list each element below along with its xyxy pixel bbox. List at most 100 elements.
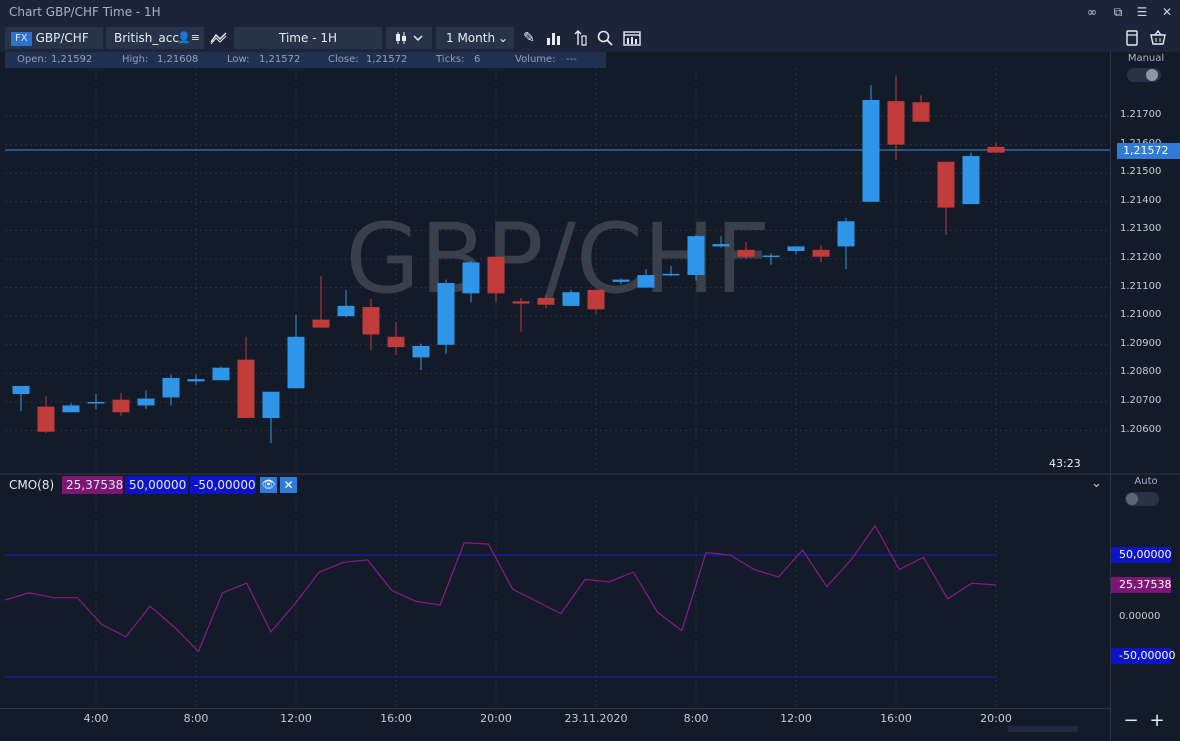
candle [37, 396, 55, 433]
time-axis-label: 16:00 [380, 712, 412, 725]
close-indicator-icon[interactable]: ✕ [280, 477, 297, 493]
zero-label: 0.00000 [1119, 611, 1161, 622]
indicator-name: CMO(8) [9, 478, 55, 492]
collapse-pane-chevron-icon[interactable]: ⌄ [1091, 476, 1102, 491]
zoom-out-icon[interactable]: − [1123, 710, 1139, 731]
indicator-axis[interactable]: Auto 50,00000 25,37538 0.00000 -50,00000 [1110, 475, 1180, 708]
ticks-label: Ticks: [436, 54, 465, 65]
indicator-axis-mode-label: Auto [1134, 476, 1158, 487]
candle-body [987, 146, 1005, 153]
candle-body [587, 289, 605, 310]
chart-template-icon[interactable] [621, 27, 643, 49]
candle [337, 289, 355, 318]
chart-style-selector[interactable] [386, 27, 432, 49]
time-axis-label: 12:00 [280, 712, 312, 725]
close-icon[interactable]: ✕ [1161, 5, 1173, 19]
candle-body [237, 359, 255, 419]
candle [612, 278, 630, 285]
indicator-value: 25,37538 [62, 476, 123, 494]
candle-body [87, 402, 105, 404]
candle-body [937, 161, 955, 208]
price-axis-label: 1.20900 [1120, 337, 1162, 349]
price-axis-label: 1.20700 [1120, 395, 1162, 406]
upper-level-tag: 50,00000 [1111, 547, 1172, 563]
ohlc-info-bar: Open: 1,21592 High: 1,21608 Low: 1,21572… [5, 52, 606, 68]
symbol-label: GBP/CHF [35, 31, 89, 45]
account-label: British_acc [114, 31, 179, 45]
title-bar: Chart GBP/CHF Time - 1H ∞ ⧉ ☰ ✕ [0, 0, 1180, 25]
mobile-layout-icon[interactable] [1121, 27, 1143, 49]
account-selector[interactable]: British_acc 👤≡ [106, 27, 204, 49]
candle-body [137, 398, 155, 406]
detach-icon[interactable]: ⧉ [1113, 5, 1123, 19]
candle [737, 241, 755, 259]
chart-type-line-icon[interactable] [208, 27, 230, 49]
price-axis-label: 1.20800 [1120, 366, 1162, 378]
candle [712, 236, 730, 248]
volume-value: --- [566, 54, 577, 65]
time-scrollbar[interactable] [1008, 726, 1078, 732]
price-axis-label: 1.21400 [1120, 194, 1162, 206]
candle-body [187, 379, 205, 382]
time-axis-label: 20:00 [480, 712, 512, 725]
candle-body [712, 244, 730, 247]
candle [87, 393, 105, 409]
price-axis[interactable]: Manual 1.217001.216001.215001.214001.213… [1110, 52, 1180, 473]
candle [237, 336, 255, 419]
candlestick-icon [396, 32, 423, 44]
candle-body [737, 249, 755, 257]
candle-body [262, 391, 280, 419]
candle-body [512, 301, 530, 304]
candle-body [612, 279, 630, 282]
candle [962, 152, 980, 205]
price-axis-label: 1.21000 [1120, 309, 1162, 321]
search-icon[interactable] [594, 27, 616, 49]
account-users-icon: 👤≡ [177, 31, 200, 44]
range-selector[interactable]: 1 Month ⌄ [436, 27, 514, 49]
basket-icon[interactable] [1147, 27, 1169, 49]
manual-scale-toggle[interactable] [1127, 68, 1161, 82]
auto-scale-toggle[interactable] [1125, 492, 1159, 506]
upper-level-value: 50,00000 [125, 476, 188, 494]
price-axis-label: 1.21500 [1120, 166, 1162, 178]
time-axis[interactable] [0, 708, 1110, 741]
menu-icon[interactable]: ☰ [1136, 5, 1148, 19]
candle [987, 142, 1005, 153]
candle-body [687, 236, 705, 276]
candle [312, 276, 330, 328]
candle-body [912, 102, 930, 122]
bar-countdown: 43:23 [1049, 457, 1081, 470]
candle [862, 85, 880, 202]
lower-level-tag: -50,00000 [1111, 648, 1175, 664]
candle-body [37, 406, 55, 432]
link-icon[interactable]: ∞ [1087, 5, 1097, 19]
order-ticket-icon[interactable] [569, 27, 591, 49]
candle-body [412, 345, 430, 358]
chart-toolbar: FX GBP/CHF British_acc 👤≡ Time - 1H 1 Mon… [0, 25, 1180, 52]
candle-body [787, 246, 805, 251]
price-axis-label: 1.21700 [1120, 109, 1162, 120]
open-label: Open: [17, 54, 48, 65]
candle-body [487, 256, 505, 294]
price-chart[interactable]: GBP/CHF [0, 68, 1110, 473]
candle-body [162, 377, 180, 398]
candle [62, 403, 80, 413]
candle-body [387, 336, 405, 348]
lower-level-value: -50,00000 [190, 476, 256, 494]
cmo-indicator-chart[interactable] [0, 495, 1110, 708]
pane-separator[interactable] [0, 473, 1180, 475]
symbol-watermark: GBP/CHF [346, 203, 771, 315]
time-axis-label: 16:00 [880, 712, 912, 725]
indicators-icon[interactable] [543, 27, 565, 49]
pencil-draw-icon[interactable]: ✎ [523, 30, 535, 46]
candle [787, 246, 805, 255]
timeframe-selector[interactable]: Time - 1H [234, 27, 382, 49]
zoom-in-icon[interactable]: + [1149, 710, 1165, 731]
symbol-selector[interactable]: FX GBP/CHF [5, 27, 103, 49]
candle [637, 269, 655, 288]
eye-icon[interactable]: 👁 [260, 477, 277, 493]
candle-body [362, 307, 380, 335]
timeframe-label: Time - 1H [279, 31, 337, 45]
candle-body [112, 399, 130, 413]
